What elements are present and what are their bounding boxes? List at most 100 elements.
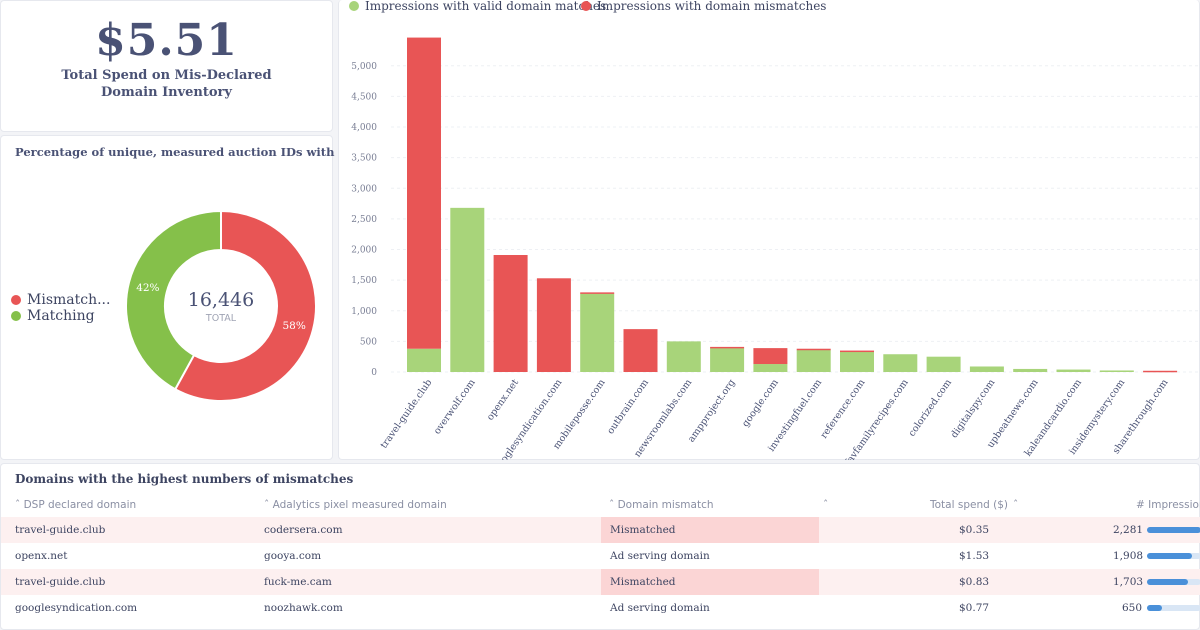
bar-segment[interactable] [926, 356, 961, 372]
donut-title[interactable]: Percentage of unique, measured auction I… [15, 145, 403, 159]
impressions-bar [1147, 553, 1200, 559]
y-tick-label: 500 [360, 337, 377, 347]
y-tick-label: 4,000 [351, 123, 377, 133]
donut-legend-item-mismatch[interactable]: Mismatch... [11, 292, 110, 308]
column-header-declared[interactable]: ˆ DSP declared domain [15, 499, 137, 511]
legend-label: Matching [27, 308, 95, 324]
x-tick-label: openx.net [485, 377, 521, 422]
cell-declared: travel-guide.club [15, 576, 106, 588]
y-tick-label: 4,500 [351, 92, 377, 102]
bar-segment[interactable] [580, 293, 615, 372]
bar-legend-item-mismatch[interactable]: Impressions with domain mismatches [581, 0, 826, 13]
x-tick-label: overwolf.com [432, 377, 478, 436]
donut-chart: 58% 42% 16,446 TOTAL [125, 209, 317, 402]
bar-segment[interactable] [536, 278, 571, 372]
x-tick-label: colorized.com [907, 377, 955, 438]
x-tick-label: ampproject.org [686, 377, 738, 444]
bar-segment[interactable] [450, 207, 485, 372]
legend-dot-icon [349, 1, 359, 11]
cell-impressions: 1,703 [1113, 576, 1144, 588]
bar-segment[interactable] [1056, 369, 1091, 372]
bar-segment[interactable] [623, 329, 658, 372]
bar-segment[interactable] [666, 341, 701, 372]
legend-label: Impressions with domain mismatches [597, 0, 827, 13]
bar-segment[interactable] [753, 348, 788, 365]
kpi-value: $5.51 [95, 15, 238, 66]
bar-segment[interactable] [1143, 370, 1178, 373]
y-tick-label: 2,000 [351, 246, 377, 256]
bar-segment[interactable] [796, 348, 831, 351]
donut-total-value: 16,446 [188, 289, 254, 311]
cell-measured: fuck-me.cam [264, 576, 332, 588]
cell-impressions: 650 [1122, 602, 1143, 614]
legend-label: Mismatch... [27, 292, 111, 308]
column-header-impressions[interactable]: # Impressions [1136, 499, 1200, 511]
bar-segment[interactable] [840, 350, 874, 353]
cell-impressions: 2,281 [1113, 524, 1144, 536]
column-header-measured[interactable]: ˆ Adalytics pixel measured domain [264, 499, 447, 511]
legend-dot-icon [581, 1, 591, 11]
cell-mismatch: Mismatched [601, 569, 819, 595]
cell-mismatch: Ad serving domain [610, 602, 710, 614]
cell-mismatch: Mismatched [601, 517, 819, 543]
y-tick-label: 3,500 [351, 154, 377, 164]
donut-slice-label: 42% [136, 282, 159, 294]
bar-chart: 0 500 1,000 1,500 2,000 2,500 3,000 3,500 4,000 4… [351, 37, 1200, 460]
x-tick-label: digitalspy.com [949, 377, 998, 440]
legend-dot-icon [11, 295, 21, 305]
table-row[interactable]: travel-guide.club fuck-me.cam Mismatched… [1, 569, 1200, 595]
impressions-bar-fill [1147, 605, 1163, 611]
bar-segment[interactable] [493, 255, 528, 372]
bar-segment[interactable] [969, 366, 1004, 372]
impressions-bar-fill [1147, 553, 1193, 559]
bar-segment[interactable] [753, 364, 788, 372]
y-tick-label: 1,500 [351, 276, 377, 286]
y-tick-label: 0 [371, 368, 377, 378]
cell-declared: travel-guide.club [15, 524, 106, 536]
cell-measured: gooya.com [264, 550, 322, 562]
cell-measured: noozhawk.com [264, 602, 343, 614]
donut-card: Percentage of unique, measured auction I… [0, 135, 403, 460]
sort-icon[interactable]: ˆ [823, 499, 829, 511]
bar-segment[interactable] [580, 292, 615, 294]
bar-segment[interactable] [1099, 370, 1134, 372]
cell-spend: $1.53 [959, 550, 990, 562]
x-tick-label: reference.com [819, 377, 868, 440]
cell-mismatch: Ad serving domain [610, 550, 710, 562]
bar-segment[interactable] [840, 351, 874, 372]
impressions-bar-fill [1147, 579, 1188, 585]
mismatch-table-card: Domains with the highest numbers of mism… [0, 463, 1200, 630]
column-header-mismatch[interactable]: ˆ Domain mismatch [609, 499, 714, 511]
impressions-bar [1147, 527, 1200, 533]
table-row[interactable]: travel-guide.club codersera.com Mismatch… [1, 517, 1200, 543]
y-tick-label: 3,000 [351, 184, 377, 194]
x-tick-label: google.com [740, 377, 781, 429]
table-row[interactable]: googlesyndication.com noozhawk.com Ad se… [1, 595, 1200, 621]
sort-icon[interactable]: ˆ [1013, 499, 1019, 511]
bar-segment[interactable] [710, 348, 745, 372]
bar-segment[interactable] [710, 346, 745, 349]
table-row[interactable]: openx.net gooya.com Ad serving domain $1… [1, 543, 1200, 569]
bar-segment[interactable] [796, 349, 831, 372]
cell-measured: codersera.com [264, 524, 343, 536]
y-tick-label: 2,500 [351, 215, 377, 225]
legend-dot-icon [11, 311, 21, 321]
cell-impressions: 1,908 [1113, 550, 1144, 562]
donut-slice-label: 58% [282, 320, 305, 332]
y-tick-label: 1,000 [351, 307, 377, 317]
donut-slice[interactable] [173, 209, 317, 402]
x-tick-label: travel-guide.club [379, 377, 435, 450]
bar-legend-item-valid[interactable]: Impressions with valid domain matches [349, 0, 606, 13]
donut-slice[interactable] [125, 209, 222, 391]
bar-segment[interactable] [883, 354, 918, 372]
cell-declared: googlesyndication.com [15, 602, 138, 614]
donut-legend-item-matching[interactable]: Matching [11, 308, 95, 324]
column-header-spend[interactable]: Total spend ($) [930, 499, 1008, 511]
bar-segment[interactable] [1013, 368, 1048, 372]
bar-segment[interactable] [407, 348, 441, 372]
table-header: ˆ DSP declared domain ˆ Adalytics pixel … [1, 494, 1200, 518]
bar-segment[interactable] [407, 37, 441, 349]
cell-spend: $0.77 [959, 602, 990, 614]
x-tick-label: outbrain.com [605, 377, 651, 436]
kpi-label: Total Spend on Mis-Declared Domain Inven… [61, 68, 272, 100]
